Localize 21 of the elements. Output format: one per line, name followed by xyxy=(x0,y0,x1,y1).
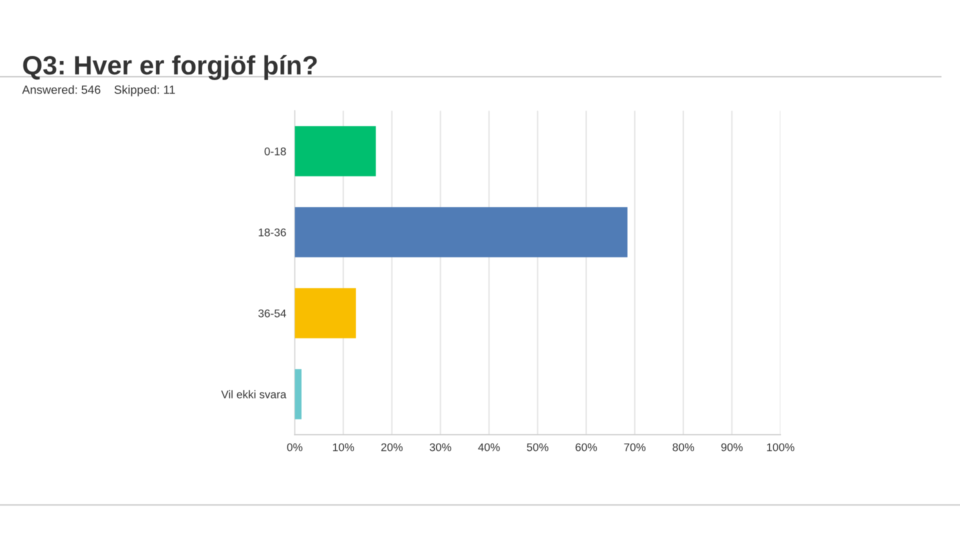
x-tick-label: 20% xyxy=(381,443,403,452)
bar xyxy=(294,207,628,258)
x-tick-label: 90% xyxy=(721,443,743,452)
text: Answered: 546 Skipped: 11 xyxy=(22,85,175,96)
x-tick-label: 70% xyxy=(624,443,646,452)
x-tick-label: 10% xyxy=(333,443,354,452)
y-tick-label: Vil ekki svara xyxy=(221,390,286,398)
x-tick-label: 60% xyxy=(576,443,597,452)
x-tick-label: 0% xyxy=(287,443,302,452)
bar xyxy=(294,369,302,420)
bar xyxy=(294,126,376,176)
x-tick-label: 50% xyxy=(526,443,548,452)
y-tick-label: 18-36 xyxy=(258,228,286,236)
x-tick-label: 40% xyxy=(478,443,500,452)
chart-title: Q3: Hver er forgjöf þín? xyxy=(23,55,317,80)
x-tick-label: 30% xyxy=(430,443,452,452)
x-tick-label: 100% xyxy=(767,443,794,452)
y-tick-label: 0-18 xyxy=(264,147,286,156)
bar xyxy=(294,288,356,338)
y-tick-label: 36-54 xyxy=(258,309,286,318)
x-tick-label: 80% xyxy=(672,443,694,452)
